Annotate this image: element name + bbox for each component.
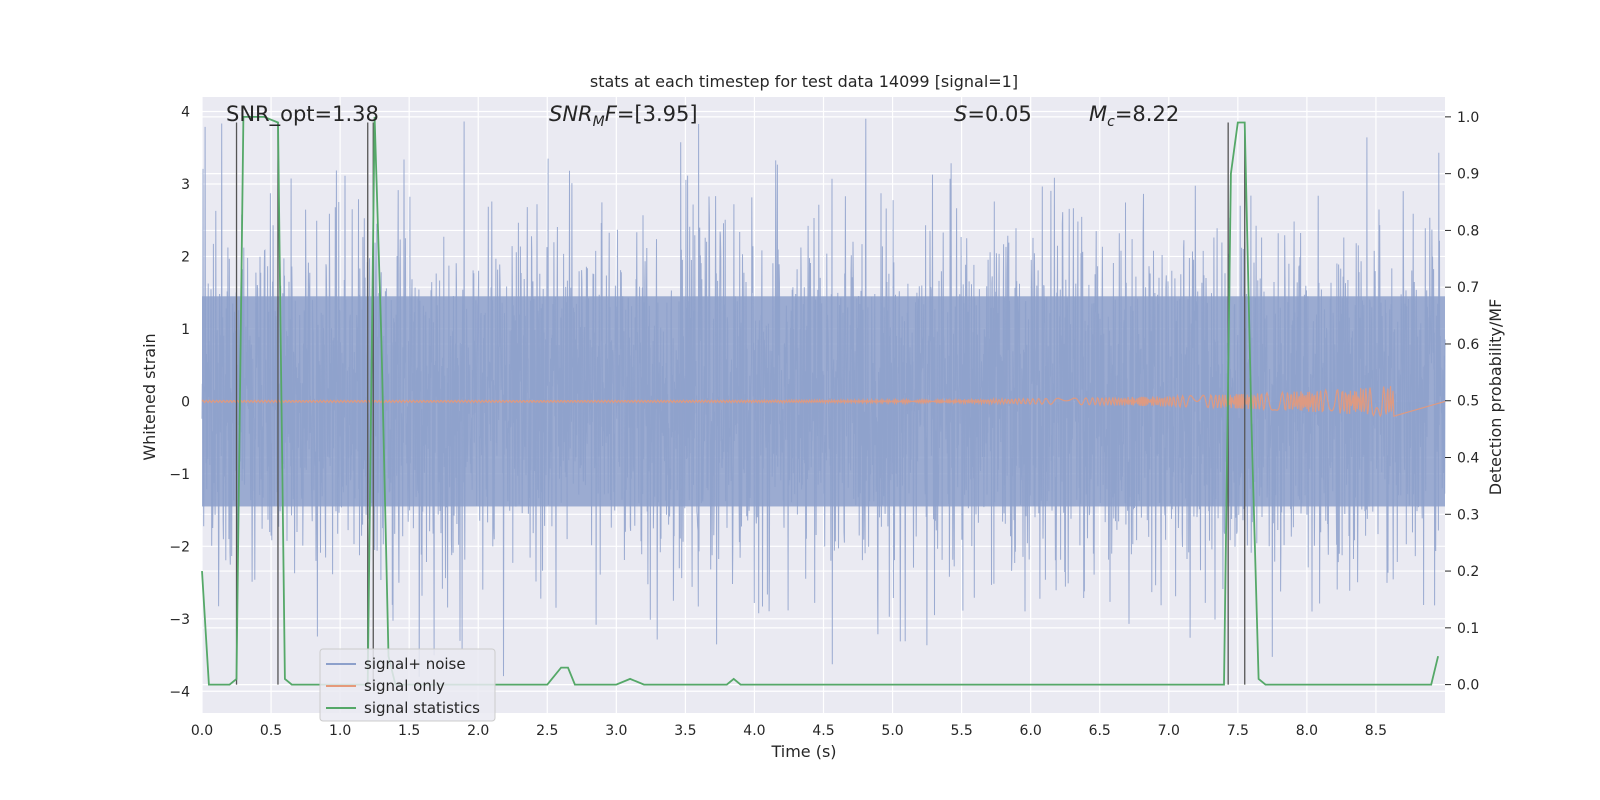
x-tick-label: 0.5 (260, 723, 282, 739)
y-tick-label: −1 (169, 467, 190, 483)
y-right-tick-label: 1.0 (1457, 110, 1479, 126)
snr-mf-annotation: SNRMF=[3.95] (549, 102, 698, 130)
y-right-tick-label: 0.0 (1457, 678, 1479, 694)
x-tick-label: 7.0 (1158, 723, 1180, 739)
mc-value: =8.22 (1115, 102, 1179, 126)
x-tick-label: 0.0 (191, 723, 213, 739)
x-tick-label: 1.5 (398, 723, 420, 739)
legend-box (319, 648, 496, 722)
s-symbol: S (954, 102, 967, 126)
mc-sub: c (1107, 114, 1115, 130)
x-tick-label: 5.5 (950, 723, 972, 739)
y-tick-label: 2 (181, 249, 190, 265)
y-right-tick-label: 0.7 (1457, 280, 1479, 296)
y-right-tick-label: 0.4 (1457, 451, 1479, 467)
x-tick-label: 3.0 (605, 723, 627, 739)
series-signal-only (201, 386, 1446, 418)
snr-mf-sub: M (593, 114, 605, 130)
x-tick-label: 6.0 (1020, 723, 1042, 739)
x-tick-label: 8.0 (1296, 723, 1318, 739)
legend-label: signal statistics (364, 699, 480, 717)
x-tick-label: 1.0 (329, 723, 351, 739)
signal-only-trace (201, 386, 1446, 418)
y-right-tick-label: 0.5 (1457, 394, 1479, 410)
x-tick-label: 2.0 (467, 723, 489, 739)
chart-title: stats at each timestep for test data 140… (590, 72, 1018, 91)
mc-annotation: Mc=8.22 (1089, 102, 1179, 130)
y-right-tick-label: 0.1 (1457, 621, 1479, 637)
y-right-tick-label: 0.8 (1457, 223, 1479, 239)
y-right-tick-label: 0.6 (1457, 337, 1479, 353)
y-axis-right-label: Detection probability/MF (1486, 299, 1505, 496)
x-tick-label: 5.0 (881, 723, 903, 739)
x-tick-label: 2.5 (536, 723, 558, 739)
x-tick-label: 7.5 (1227, 723, 1249, 739)
x-tick-label: 4.5 (812, 723, 834, 739)
x-tick-label: 3.5 (674, 723, 696, 739)
legend-label: signal+ noise (364, 655, 466, 673)
x-tick-label: 6.5 (1089, 723, 1111, 739)
mc-symbol: M (1089, 102, 1107, 126)
y-right-tick-label: 0.9 (1457, 167, 1479, 183)
y-tick-label: 3 (181, 177, 190, 193)
s-annotation: S=0.05 (954, 102, 1032, 126)
annotations: SNR_opt=1.38 SNRMF=[3.95] S=0.05 Mc=8.22 (226, 102, 1179, 130)
y-axis-right-ticks: 0.0 0.1 0.2 0.3 0.4 0.5 0.6 0.7 0.8 0.9 1.0 (1445, 110, 1479, 694)
snr-opt-annotation: SNR_opt=1.38 (226, 102, 379, 127)
s-value: =0.05 (967, 102, 1031, 126)
snr-mf-suffix: F (605, 102, 618, 126)
y-tick-label: −4 (169, 684, 190, 700)
y-tick-label: 0 (181, 394, 190, 410)
y-tick-label: 1 (181, 322, 190, 338)
x-axis-ticks: 0.0 0.5 1.0 1.5 2.0 2.5 3.0 3.5 4.0 4.5 5.0 5.5 6.0 6… (191, 723, 1387, 739)
signal-statistics-line (201, 116, 1439, 686)
y-tick-label: −2 (169, 539, 190, 555)
x-tick-label: 4.0 (743, 723, 765, 739)
y-right-tick-label: 0.3 (1457, 507, 1479, 523)
snr-mf-value: =[3.95] (617, 102, 698, 126)
y-axis-label: Whitened strain (140, 333, 159, 460)
snr-mf-prefix: SNR (549, 102, 593, 126)
x-axis-label: Time (s) (770, 742, 836, 761)
legend: signal+ noise signal only signal statistic… (319, 648, 496, 722)
y-tick-label: 4 (181, 104, 190, 120)
noise-trace (201, 118, 1446, 677)
y-axis-ticks: −4 −3 −2 −1 0 1 2 3 4 (169, 104, 190, 700)
y-tick-label: −3 (169, 612, 190, 628)
legend-label: signal only (364, 677, 445, 695)
y-right-tick-label: 0.2 (1457, 564, 1479, 580)
series-signal-statistics (201, 116, 1439, 686)
x-tick-label: 8.5 (1365, 723, 1387, 739)
